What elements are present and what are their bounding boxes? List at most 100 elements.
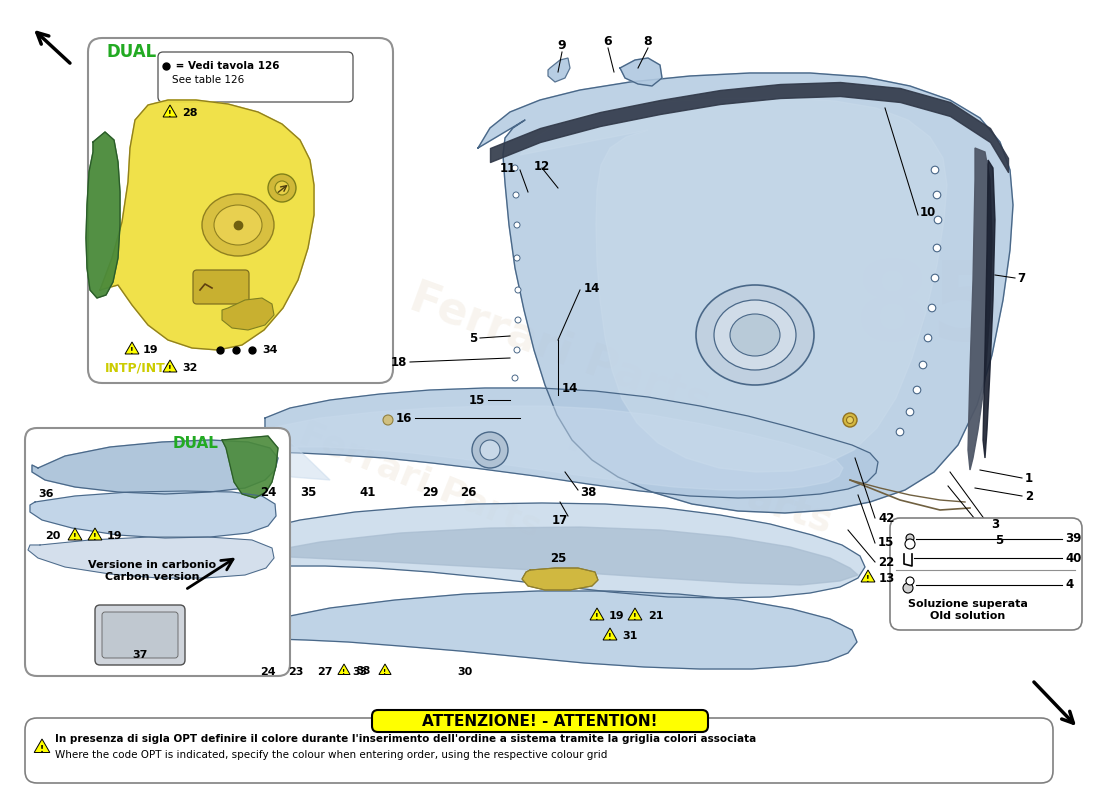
Text: 17: 17 [552, 514, 568, 526]
Text: Old solution: Old solution [931, 611, 1005, 621]
Text: Where the code OPT is indicated, specify the colour when entering order, using t: Where the code OPT is indicated, specify… [55, 750, 607, 760]
Text: 31: 31 [621, 631, 637, 641]
Text: 24: 24 [260, 486, 276, 498]
Circle shape [513, 192, 519, 198]
Text: 23: 23 [288, 667, 304, 677]
Text: 35: 35 [300, 486, 316, 498]
Polygon shape [32, 440, 278, 494]
Text: 24: 24 [261, 667, 276, 677]
Polygon shape [86, 132, 120, 298]
Text: !: ! [866, 574, 870, 584]
FancyBboxPatch shape [88, 38, 393, 383]
Polygon shape [163, 360, 177, 372]
Text: 16: 16 [396, 411, 412, 425]
Polygon shape [222, 436, 278, 498]
Polygon shape [245, 503, 865, 607]
Circle shape [480, 440, 501, 460]
Circle shape [928, 304, 936, 312]
Text: 85: 85 [852, 257, 1008, 363]
Text: 26: 26 [460, 486, 476, 498]
FancyBboxPatch shape [372, 710, 708, 732]
Text: 9: 9 [558, 39, 566, 52]
Circle shape [933, 191, 940, 198]
Text: Versione in carbonio: Versione in carbonio [88, 560, 216, 570]
Text: 8: 8 [644, 35, 652, 48]
Text: Ferrari Parts: Ferrari Parts [404, 276, 716, 424]
Text: 29: 29 [421, 486, 438, 498]
Text: 5: 5 [469, 331, 477, 345]
Circle shape [515, 287, 521, 293]
Circle shape [843, 413, 857, 427]
FancyBboxPatch shape [95, 605, 185, 665]
Circle shape [903, 583, 913, 593]
Text: !: ! [40, 745, 44, 754]
Text: 7: 7 [1018, 271, 1025, 285]
Text: !: ! [74, 533, 77, 542]
Polygon shape [100, 100, 314, 350]
Text: 15: 15 [878, 537, 894, 550]
Circle shape [896, 428, 904, 436]
Text: 40: 40 [1065, 551, 1081, 565]
Circle shape [472, 432, 508, 468]
Text: 19: 19 [107, 531, 122, 541]
Text: 21: 21 [648, 611, 663, 621]
Text: !: ! [130, 346, 134, 356]
Polygon shape [628, 608, 642, 620]
Polygon shape [378, 664, 392, 674]
FancyBboxPatch shape [25, 428, 290, 676]
Text: = Vedi tavola 126: = Vedi tavola 126 [172, 61, 279, 71]
Text: Soluzione superata: Soluzione superata [909, 599, 1027, 609]
Text: 33: 33 [352, 667, 367, 677]
Circle shape [905, 539, 915, 549]
Polygon shape [258, 527, 858, 585]
Polygon shape [68, 528, 82, 540]
Circle shape [514, 347, 520, 353]
Text: 12: 12 [534, 159, 550, 173]
Polygon shape [520, 98, 947, 472]
Polygon shape [620, 58, 662, 86]
Text: 30: 30 [458, 667, 473, 677]
Circle shape [933, 244, 940, 252]
Circle shape [932, 166, 938, 174]
Circle shape [906, 534, 914, 542]
Circle shape [934, 216, 942, 224]
Polygon shape [125, 342, 139, 354]
Circle shape [383, 415, 393, 425]
Circle shape [924, 334, 932, 342]
Text: !: ! [168, 365, 172, 374]
Text: INTP/INTA: INTP/INTA [104, 362, 175, 374]
Text: 20: 20 [45, 531, 60, 541]
Text: 34: 34 [262, 345, 277, 355]
Circle shape [906, 408, 914, 416]
Text: See table 126: See table 126 [172, 75, 244, 85]
Text: 2: 2 [1025, 490, 1033, 502]
Text: !: ! [168, 110, 172, 118]
Circle shape [913, 386, 921, 394]
Polygon shape [548, 58, 570, 82]
Circle shape [920, 362, 927, 369]
Ellipse shape [730, 314, 780, 356]
Polygon shape [255, 591, 857, 669]
Polygon shape [163, 105, 177, 117]
Text: 39: 39 [1065, 533, 1081, 546]
Text: 32: 32 [182, 363, 197, 373]
Text: 19: 19 [143, 345, 158, 355]
Text: !: ! [384, 669, 386, 675]
Text: 37: 37 [132, 650, 147, 660]
Text: 14: 14 [584, 282, 601, 294]
Text: Carbon version: Carbon version [104, 572, 199, 582]
Polygon shape [34, 739, 50, 753]
Circle shape [512, 375, 518, 381]
Ellipse shape [202, 194, 274, 256]
Polygon shape [28, 537, 274, 578]
Polygon shape [590, 608, 604, 620]
Polygon shape [222, 298, 274, 330]
Circle shape [515, 317, 521, 323]
Text: 25: 25 [550, 551, 566, 565]
Text: ATTENZIONE! - ATTENTION!: ATTENZIONE! - ATTENTION! [422, 714, 658, 729]
Ellipse shape [714, 300, 796, 370]
Ellipse shape [214, 205, 262, 245]
Text: 15: 15 [469, 394, 485, 406]
Text: 5: 5 [996, 534, 1003, 546]
Polygon shape [983, 160, 996, 458]
